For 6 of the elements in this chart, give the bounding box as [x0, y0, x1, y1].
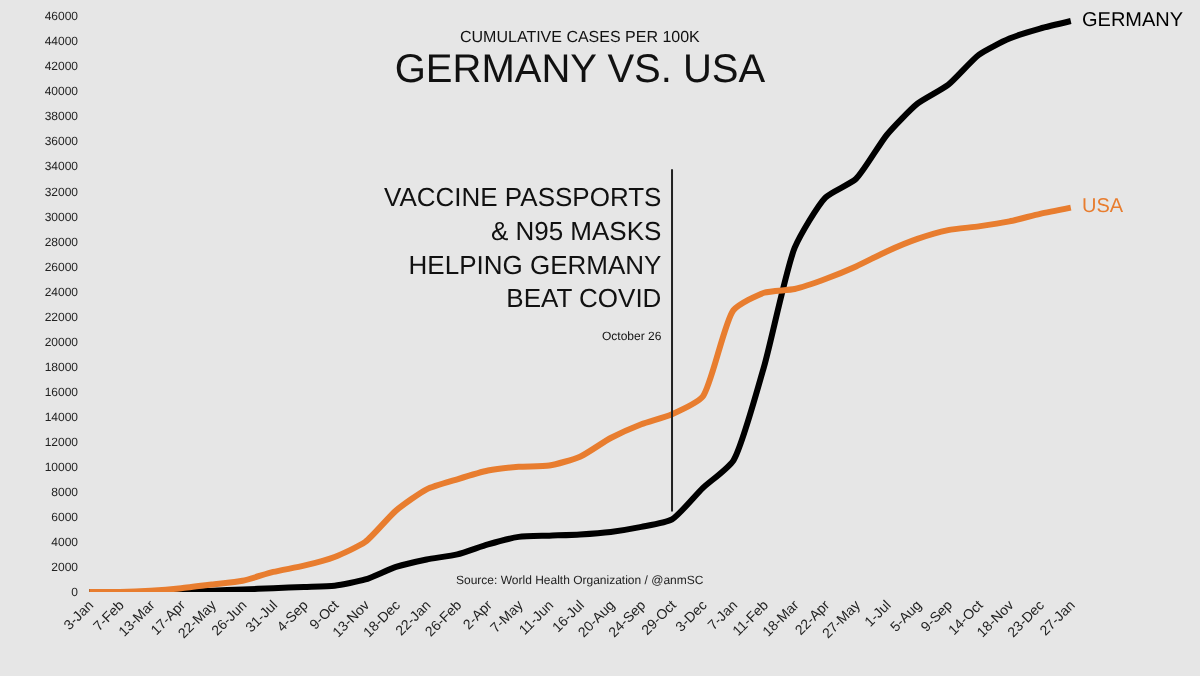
series-label: GERMANY	[1082, 10, 1184, 32]
annotation: VACCINE PASSPORTS & N95 MASKS HELPING GERMANY BEAT COVID	[384, 182, 663, 314]
text: GERMANY VS. USA	[394, 47, 767, 92]
line-series	[86, 204, 1074, 592]
text: CUMULATIVE CASES PER 100K	[460, 28, 702, 46]
series-label: USA	[1082, 196, 1124, 218]
